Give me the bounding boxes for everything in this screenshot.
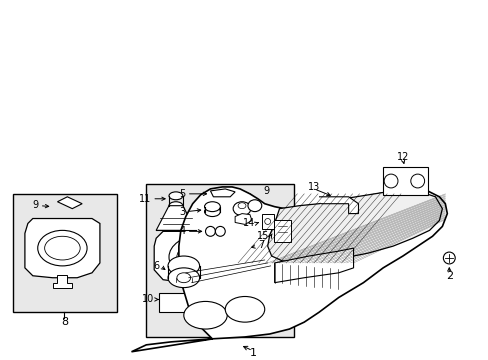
Ellipse shape	[233, 202, 250, 216]
Polygon shape	[131, 187, 447, 352]
Ellipse shape	[168, 256, 199, 276]
Text: 11: 11	[139, 194, 151, 204]
Text: 12: 12	[396, 152, 408, 162]
Polygon shape	[58, 197, 82, 209]
Ellipse shape	[197, 300, 203, 305]
Text: 7: 7	[257, 240, 264, 250]
Ellipse shape	[238, 203, 245, 209]
Ellipse shape	[264, 219, 270, 224]
Ellipse shape	[168, 268, 199, 288]
Ellipse shape	[169, 202, 183, 210]
Ellipse shape	[177, 242, 224, 272]
Polygon shape	[156, 206, 195, 230]
Polygon shape	[220, 188, 251, 201]
Ellipse shape	[410, 174, 424, 188]
Text: 4: 4	[179, 226, 185, 237]
Ellipse shape	[225, 297, 264, 322]
Polygon shape	[274, 248, 353, 283]
Bar	[13, 194, 117, 312]
Text: 13: 13	[307, 182, 320, 192]
Bar	[261, 213, 273, 229]
Ellipse shape	[204, 207, 220, 217]
Text: 8: 8	[61, 317, 68, 327]
Text: 9: 9	[33, 200, 39, 210]
Bar	[273, 220, 291, 242]
Ellipse shape	[38, 230, 87, 266]
Ellipse shape	[443, 252, 454, 264]
Text: 2: 2	[445, 271, 452, 281]
Polygon shape	[267, 191, 442, 262]
Text: 6: 6	[153, 261, 159, 271]
Ellipse shape	[177, 273, 190, 283]
Polygon shape	[25, 219, 100, 278]
Ellipse shape	[384, 174, 397, 188]
Polygon shape	[52, 275, 72, 288]
Text: 14: 14	[242, 219, 254, 229]
Ellipse shape	[183, 301, 227, 329]
Ellipse shape	[169, 235, 232, 279]
Text: 1: 1	[249, 348, 256, 358]
Text: 10: 10	[142, 294, 154, 305]
Polygon shape	[190, 280, 210, 293]
Text: 15: 15	[257, 231, 269, 241]
Bar	[159, 293, 193, 312]
Bar	[383, 167, 427, 195]
Polygon shape	[318, 197, 358, 213]
Ellipse shape	[215, 226, 225, 236]
Ellipse shape	[205, 226, 215, 236]
Text: 9: 9	[263, 186, 269, 196]
Ellipse shape	[204, 202, 220, 212]
Text: 5: 5	[179, 189, 185, 199]
Polygon shape	[210, 189, 235, 197]
Ellipse shape	[44, 236, 80, 260]
Polygon shape	[235, 213, 251, 224]
Polygon shape	[154, 231, 247, 283]
Text: 3: 3	[179, 207, 185, 217]
Ellipse shape	[169, 192, 183, 200]
Ellipse shape	[247, 200, 261, 212]
Bar	[193, 297, 208, 308]
Bar	[146, 184, 294, 337]
